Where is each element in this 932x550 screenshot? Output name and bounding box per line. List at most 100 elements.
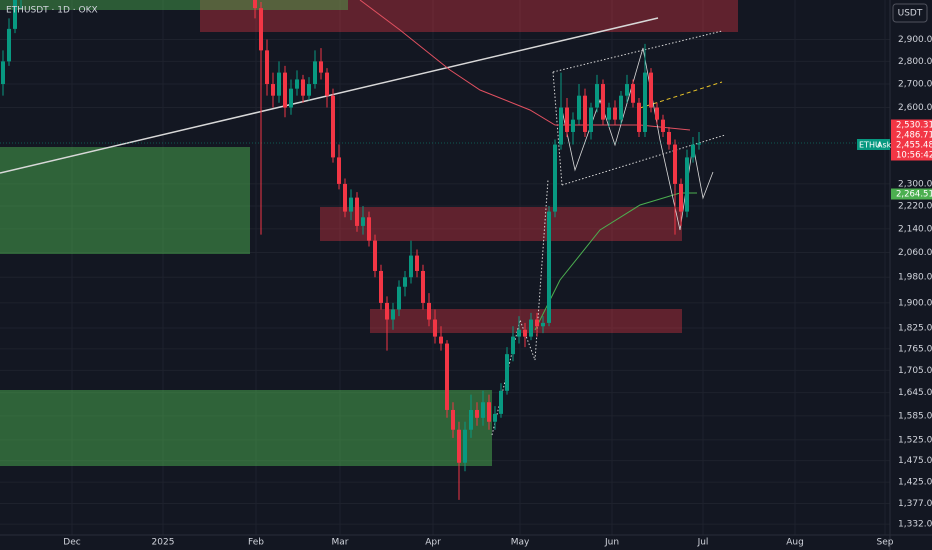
channel-bottom [561,134,726,186]
price-tag [891,139,932,151]
y-tick-label: 1,980.00 [898,273,932,283]
candle-body [391,309,395,320]
candle-body [487,402,491,422]
candle-body [415,255,419,271]
candle-body [673,144,677,184]
moving-average [359,0,691,131]
candle-body [295,79,299,89]
demand-zone [0,390,492,466]
candle-body [1,61,5,85]
candle-body [289,88,293,108]
candle-body [643,72,647,132]
candle-body [385,302,389,320]
candle-body [463,429,467,463]
candle-body [325,72,329,96]
candle-body [559,107,563,145]
candle-body [577,95,581,120]
price-tag-label: 2,455.48 [896,141,932,151]
symbol-label: ETHU [859,141,881,150]
candle-body [625,84,629,96]
candle-body [373,240,377,271]
candle-body [253,0,257,9]
candle-body [361,217,365,226]
candle-body [481,402,485,418]
x-tick-label: Apr [425,538,441,548]
price-axis: 2,900.00 2,800.00 2,700.00 2,600.00 2,300.00… [63,35,932,548]
candle-body [313,61,317,85]
y-tick-label: 1,900.00 [898,298,932,308]
candle-body [331,95,335,158]
candle-body [451,409,455,430]
y-tick-label: 2,060.00 [898,248,932,258]
candle-body [349,197,353,212]
x-tick-label: May [511,538,530,548]
countdown-tag [891,149,932,161]
x-tick-label: Jun [604,538,619,548]
y-tick-label: 1,645.00 [898,388,932,398]
symbol-tag [857,139,890,150]
candle-body [421,270,425,303]
currency-label[interactable]: USDT [898,9,923,19]
candle-body [427,302,431,320]
y-tick-label: 2,900.00 [898,35,932,45]
y-tick-label: 2,800.00 [898,57,932,67]
candle-body [265,50,269,85]
candle-body [655,107,659,120]
drawings [0,0,890,466]
candle-body [277,72,281,96]
y-tick-label: 2,140.00 [898,224,932,234]
candle-body [355,197,359,226]
candle-body [667,131,671,145]
candles [1,0,701,500]
price-tag-label: 2,264.51 [896,190,932,200]
candle-body [271,84,275,96]
candle-body [661,119,665,132]
candle-body [613,107,617,120]
y-tick-label: 1,332.00 [898,520,932,530]
candle-body [13,0,17,29]
candle-body [469,409,473,430]
candle-body [547,211,551,323]
candle-body [583,95,587,132]
currency-button[interactable] [892,3,928,23]
channel-top [552,30,723,73]
candle-body [397,286,401,310]
candle-body [619,95,623,120]
candle-body [553,144,557,212]
candle-body [433,319,437,337]
y-tick-label: 1,475.00 [898,456,932,466]
candle-body [589,107,593,132]
candle-body [565,107,569,132]
y-tick-label: 2,220.00 [898,201,932,211]
x-tick-label: Feb [248,538,264,548]
candle-body [409,255,413,278]
candle-body [307,84,311,96]
candle-body [7,28,11,62]
candle-body [475,409,479,418]
candle-body [343,183,347,212]
candle-body [541,322,545,327]
candle-body [445,343,449,410]
candle-body [571,119,575,132]
x-tick-label: Jul [697,538,709,548]
x-tick-label: Mar [332,538,349,548]
candle-body [685,157,689,212]
y-tick-label: 2,700.00 [898,80,932,90]
candle-body [595,84,599,108]
y-tick-label: 2,600.00 [898,103,932,113]
y-tick-label: 1,377.00 [898,499,932,509]
y-tick-label: 1,585.00 [898,411,932,421]
candle-body [523,329,527,337]
candle-body [499,390,503,414]
price-tag-label: 2,530.31 [896,121,932,131]
chart-title: ETHUSDT · 1D · OKX [6,6,98,16]
candle-body [457,429,461,463]
candle-body [529,319,533,337]
supply-zone [200,0,738,32]
candle-body [697,143,701,145]
candle-body [535,319,539,327]
candle-body [517,329,521,337]
candle-body [403,277,407,287]
